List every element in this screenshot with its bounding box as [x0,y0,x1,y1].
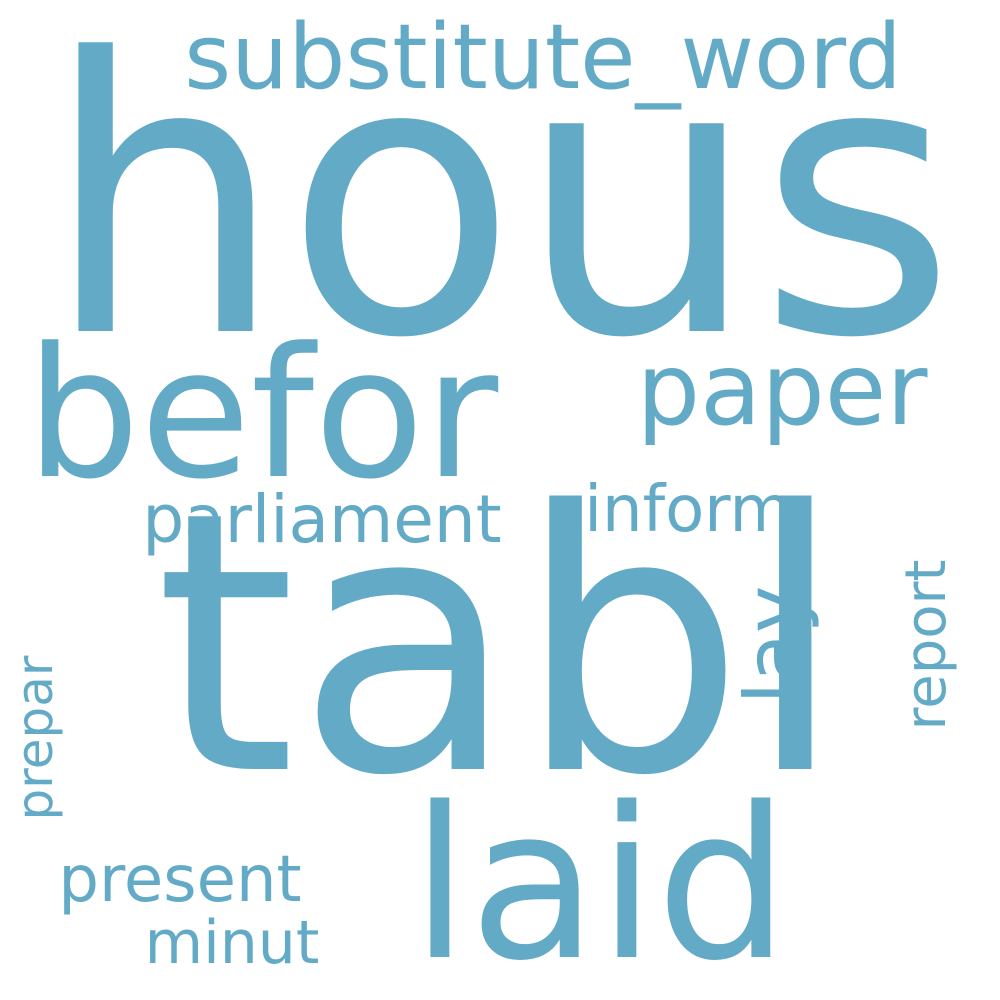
word-minut: minut [144,908,320,978]
word-inform: inform [584,473,792,547]
word-laid: laid [410,762,790,1000]
word-lay: lay [728,585,821,705]
word-substitute-word: substitute_word [184,5,902,110]
word-tabl: tabl [154,435,846,854]
word-paper: paper [636,331,928,448]
word-befor: befor [25,310,499,519]
word-present: present [58,843,302,917]
word-hous: hous [43,0,957,421]
word-parliament: parliament [142,481,502,558]
word-prepar: prepar [6,655,64,821]
word-report: report [894,559,959,731]
